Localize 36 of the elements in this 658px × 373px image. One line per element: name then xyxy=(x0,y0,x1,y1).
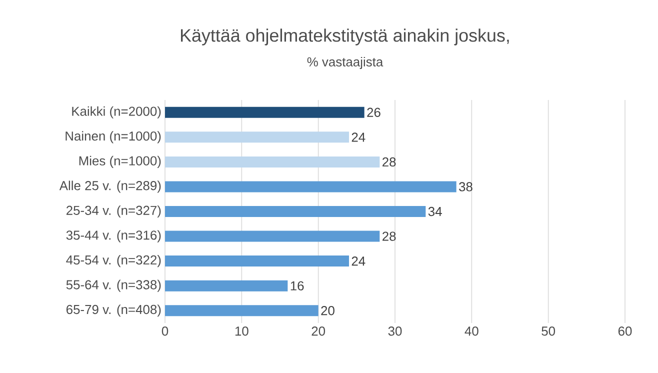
bar xyxy=(165,156,380,168)
x-tick-label: 0 xyxy=(162,326,168,336)
bar xyxy=(165,280,288,292)
y-tick-label: Alle 25 v. (n=289) xyxy=(59,180,161,193)
y-tick-label: 55-64 v. (n=338) xyxy=(66,280,161,292)
chart-subtitle: % vastaajista xyxy=(307,56,384,70)
data-label: 24 xyxy=(352,132,366,142)
bar xyxy=(165,230,380,242)
chart-title: Käyttää ohjelmatekstitystä ainakin joskus, xyxy=(181,28,509,46)
x-tick-label: 60 xyxy=(618,326,632,336)
y-tick-label: 65-79 v. (n=408) xyxy=(66,304,161,317)
bar xyxy=(165,305,318,316)
x-tick-label: 50 xyxy=(542,326,556,336)
bar xyxy=(165,206,426,218)
y-tick-label: Kaikki (n=2000) xyxy=(72,106,161,118)
y-tick-label: 45-54 v. (n=322) xyxy=(66,255,161,268)
y-tick-label: Mies (n=1000) xyxy=(79,156,161,168)
data-label: 24 xyxy=(352,256,366,266)
data-label: 20 xyxy=(321,306,334,316)
bar xyxy=(165,132,349,143)
x-tick-label: 40 xyxy=(464,326,478,336)
bar xyxy=(165,106,364,118)
data-label: 16 xyxy=(290,281,304,290)
x-tick-label: 10 xyxy=(235,326,248,336)
bar xyxy=(165,256,349,267)
data-label: 38 xyxy=(459,182,472,192)
y-tick-label: Nainen (n=1000) xyxy=(66,131,161,144)
data-label: 28 xyxy=(382,157,396,167)
data-label: 28 xyxy=(382,232,396,241)
x-tick-label: 20 xyxy=(312,326,326,336)
bar xyxy=(165,181,456,192)
data-label: 34 xyxy=(428,206,442,216)
data-label: 26 xyxy=(367,108,380,117)
y-tick-label: 25-34 v. (n=327) xyxy=(66,205,161,218)
y-tick-label: 35-44 v. (n=316) xyxy=(66,230,161,242)
x-tick-label: 30 xyxy=(388,326,402,336)
